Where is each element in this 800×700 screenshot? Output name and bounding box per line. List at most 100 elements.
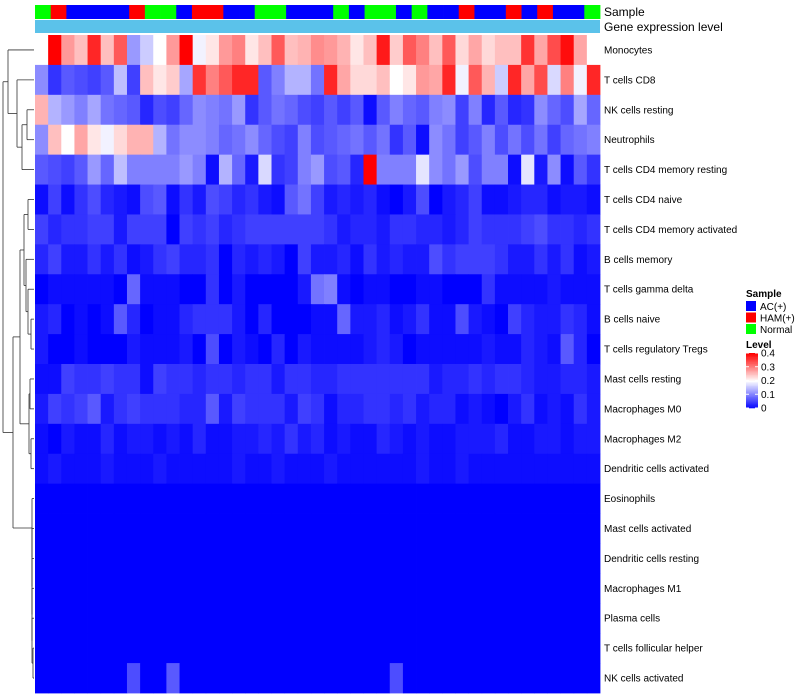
- heatmap-cell: [284, 364, 299, 395]
- heatmap-cell: [61, 543, 75, 574]
- heatmap-cell: [442, 94, 456, 126]
- heatmap-cell: [337, 603, 351, 634]
- heatmap-cell: [573, 154, 588, 185]
- colorbar-segment: [746, 365, 758, 368]
- heatmap-cell: [586, 603, 601, 634]
- heatmap-cell: [573, 184, 588, 215]
- heatmap-cell: [508, 94, 522, 126]
- heatmap-cell: [534, 124, 548, 156]
- heatmap-cell: [402, 663, 417, 694]
- heatmap-cell: [35, 214, 49, 245]
- heatmap-cell: [468, 304, 483, 335]
- heatmap-cell: [179, 543, 194, 574]
- heatmap-cell: [153, 64, 167, 96]
- heatmap-cell: [521, 244, 535, 275]
- heatmap-cell: [521, 393, 535, 425]
- heatmap-cell: [337, 124, 351, 156]
- row-label: T cells CD8: [604, 75, 656, 86]
- heatmap-cell: [245, 393, 259, 425]
- heatmap-cell: [205, 334, 220, 365]
- heatmap-cell: [192, 603, 207, 634]
- heatmap-cell: [284, 633, 299, 664]
- heatmap-cell: [297, 483, 312, 514]
- heatmap-cell: [573, 124, 588, 156]
- heatmap-cell: [442, 453, 456, 485]
- heatmap-cell: [258, 94, 272, 126]
- heatmap-cell: [521, 633, 535, 664]
- heatmap-cell: [153, 603, 167, 634]
- heatmap-cell: [376, 214, 391, 245]
- heatmap-cell: [363, 304, 378, 335]
- heatmap-cell: [192, 663, 207, 694]
- heatmap-cell: [494, 124, 509, 156]
- heatmap-cell: [205, 274, 220, 305]
- heatmap-cell: [455, 663, 470, 694]
- heatmap-cell: [481, 423, 496, 455]
- heatmap-cell: [192, 364, 207, 395]
- heatmap-cell: [35, 35, 49, 66]
- heatmap-cell: [376, 35, 391, 66]
- heatmap-cell: [205, 543, 220, 574]
- heatmap-cell: [442, 154, 456, 185]
- heatmap-cell: [389, 364, 404, 395]
- heatmap-cell: [232, 483, 246, 514]
- row-label: T cells CD4 naive: [604, 195, 683, 206]
- heatmap-cell: [337, 633, 351, 664]
- heatmap-cell: [350, 94, 364, 126]
- heatmap-cell: [494, 94, 509, 126]
- heatmap-cell: [442, 244, 456, 275]
- colorbar-segment: [746, 373, 758, 376]
- heatmap-cell: [389, 663, 404, 694]
- heatmap-cell: [416, 573, 430, 604]
- heatmap-cell: [35, 663, 49, 694]
- heatmap-cell: [521, 423, 535, 455]
- heatmap-cell: [126, 94, 141, 126]
- colorbar-tick-label: 0.1: [761, 390, 775, 401]
- heatmap-cell: [232, 64, 246, 96]
- heatmap-cell: [324, 184, 338, 215]
- heatmap-cell: [429, 244, 443, 275]
- heatmap-cell: [179, 483, 194, 514]
- heatmap-cell: [573, 483, 588, 514]
- row-label: T cells regulatory Tregs: [604, 345, 708, 356]
- heatmap-cell: [232, 94, 246, 126]
- heatmap-cell: [140, 154, 154, 185]
- heatmap-cell: [166, 184, 180, 215]
- heatmap-cell: [48, 423, 62, 455]
- heatmap-cell: [468, 64, 483, 96]
- heatmap-cell: [586, 543, 601, 574]
- heatmap-cell: [376, 274, 391, 305]
- heatmap-cell: [297, 64, 312, 96]
- heatmap-cell: [192, 393, 207, 425]
- heatmap-cell: [350, 423, 364, 455]
- heatmap-cell: [126, 64, 141, 96]
- heatmap-cell: [61, 124, 75, 156]
- heatmap-cell: [74, 573, 88, 604]
- heatmap-cell: [324, 124, 338, 156]
- heatmap-cell: [153, 184, 167, 215]
- heatmap-cell: [442, 124, 456, 156]
- heatmap-cell: [192, 543, 207, 574]
- heatmap-cell: [494, 393, 509, 425]
- heatmap-cell: [126, 393, 141, 425]
- heatmap-cell: [140, 423, 154, 455]
- heatmap-cell: [586, 453, 601, 485]
- heatmap-cell: [61, 423, 75, 455]
- expression-annotation-track: [35, 20, 600, 33]
- heatmap-cell: [494, 633, 509, 664]
- heatmap-cell: [560, 334, 575, 365]
- heatmap-cell: [74, 154, 88, 185]
- colorbar-tick-label: 0: [761, 404, 767, 415]
- heatmap-cell: [324, 274, 338, 305]
- heatmap-cell: [284, 94, 299, 126]
- heatmap-cell: [87, 304, 102, 335]
- heatmap-cell: [508, 35, 522, 66]
- sample-annotation-cell: [443, 5, 460, 19]
- level-legend-title: Level: [746, 340, 772, 351]
- heatmap-cell: [61, 64, 75, 96]
- heatmap-cell: [429, 393, 443, 425]
- row-label: B cells naive: [604, 315, 661, 326]
- heatmap-cell: [100, 124, 115, 156]
- heatmap-cell: [205, 364, 220, 395]
